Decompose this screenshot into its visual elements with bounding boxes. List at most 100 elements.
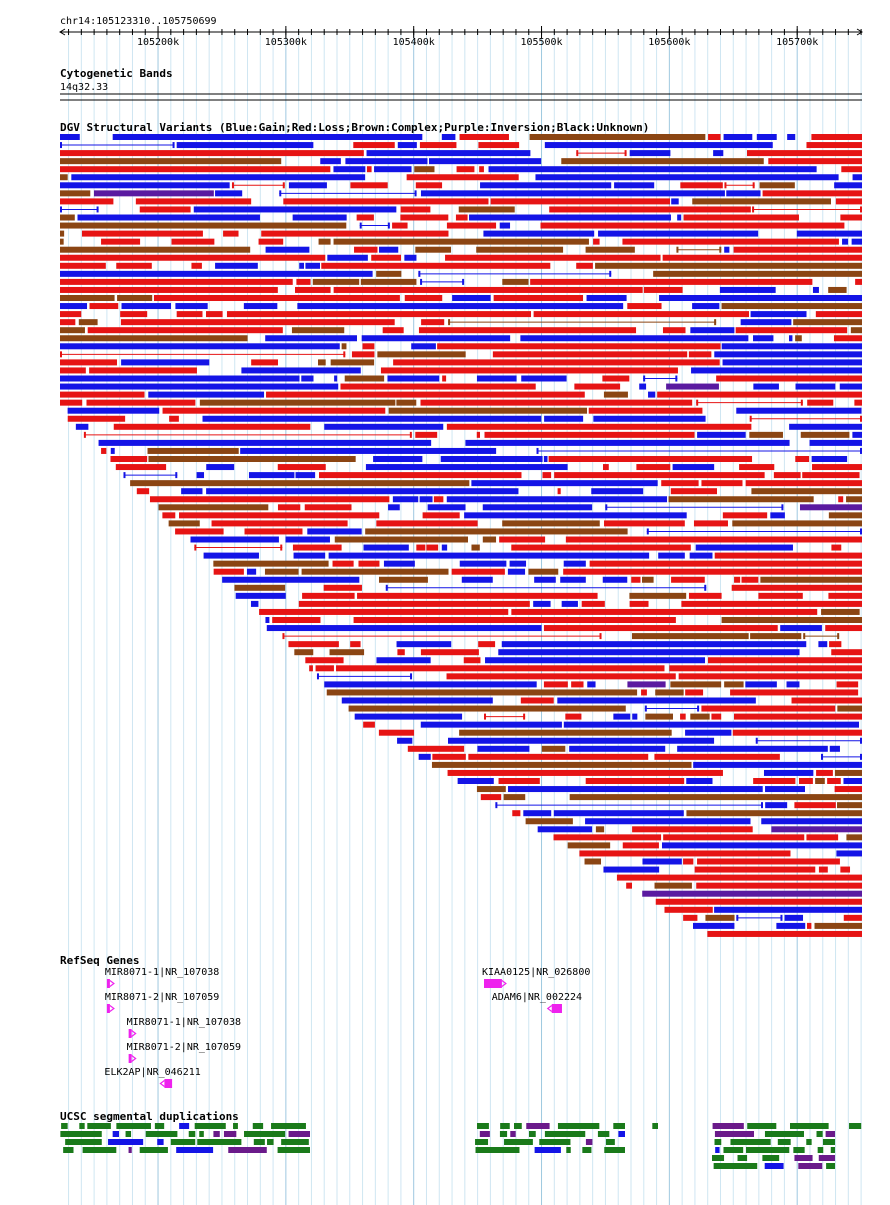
sv-bar[interactable] bbox=[341, 343, 347, 350]
sv-bar[interactable] bbox=[343, 351, 346, 358]
sv-bar[interactable] bbox=[692, 922, 735, 929]
sv-bar[interactable] bbox=[563, 560, 586, 567]
sv-bar[interactable] bbox=[288, 182, 327, 189]
sv-bar[interactable] bbox=[101, 238, 141, 245]
sv-bar[interactable] bbox=[806, 142, 862, 149]
sv-bar[interactable] bbox=[536, 447, 539, 454]
sv-bar[interactable] bbox=[396, 399, 417, 406]
sv-bar[interactable] bbox=[563, 568, 862, 575]
sv-bar[interactable] bbox=[353, 142, 395, 149]
sv-bar[interactable] bbox=[860, 528, 862, 535]
sv-bar[interactable] bbox=[794, 802, 836, 809]
sv-bar[interactable] bbox=[357, 592, 598, 599]
sv-bar[interactable] bbox=[694, 866, 816, 873]
sv-bar[interactable] bbox=[353, 617, 676, 623]
sv-bar[interactable] bbox=[169, 415, 179, 422]
sv-bar[interactable] bbox=[162, 512, 176, 519]
sv-bar[interactable] bbox=[511, 544, 691, 551]
sv-bar[interactable] bbox=[101, 447, 107, 454]
segdup-bar[interactable] bbox=[479, 1131, 490, 1137]
sv-bar[interactable] bbox=[770, 512, 785, 519]
sv-bar[interactable] bbox=[751, 488, 862, 495]
segdup-bar[interactable] bbox=[618, 1131, 625, 1137]
sv-bar[interactable] bbox=[223, 230, 239, 237]
sv-bar[interactable] bbox=[724, 182, 727, 189]
segdup-bar[interactable] bbox=[713, 1163, 758, 1169]
sv-bar[interactable] bbox=[585, 246, 635, 253]
sv-bar[interactable] bbox=[121, 303, 171, 310]
sv-bar[interactable] bbox=[586, 295, 627, 301]
segdup-bar[interactable] bbox=[504, 1139, 533, 1145]
sv-bar[interactable] bbox=[396, 641, 452, 648]
sv-bar[interactable] bbox=[420, 721, 562, 728]
sv-bar[interactable] bbox=[520, 697, 554, 704]
sv-bar[interactable] bbox=[462, 278, 465, 285]
sv-bar[interactable] bbox=[716, 375, 862, 382]
sv-bar[interactable] bbox=[176, 142, 314, 149]
sv-bar[interactable] bbox=[837, 705, 862, 712]
sv-bar[interactable] bbox=[60, 399, 83, 406]
sv-bar[interactable] bbox=[765, 802, 788, 809]
sv-bar[interactable] bbox=[87, 327, 283, 334]
sv-bar[interactable] bbox=[291, 327, 345, 334]
segdup-bar[interactable] bbox=[747, 1123, 777, 1129]
sv-bar[interactable] bbox=[442, 375, 447, 382]
sv-bar[interactable] bbox=[60, 246, 251, 253]
sv-bar[interactable] bbox=[437, 343, 721, 350]
segdup-bar[interactable] bbox=[534, 1147, 561, 1153]
sv-bar[interactable] bbox=[852, 431, 862, 438]
segdup-bar[interactable] bbox=[723, 1147, 744, 1153]
sv-bar[interactable] bbox=[752, 206, 755, 213]
segdup-bar[interactable] bbox=[179, 1123, 190, 1129]
sv-bar[interactable] bbox=[432, 753, 466, 760]
gene-label[interactable]: ADAM6|NR_002224 bbox=[492, 992, 582, 1003]
sv-bar[interactable] bbox=[334, 536, 468, 543]
segdup-bar[interactable] bbox=[582, 1147, 592, 1153]
sv-bar[interactable] bbox=[646, 528, 649, 535]
segdup-bar[interactable] bbox=[514, 1123, 522, 1129]
segdup-bar[interactable] bbox=[597, 1131, 610, 1137]
sv-bar[interactable] bbox=[120, 319, 395, 326]
sv-bar[interactable] bbox=[701, 480, 743, 487]
sv-bar[interactable] bbox=[835, 198, 862, 205]
sv-bar[interactable] bbox=[561, 600, 578, 607]
sv-bar[interactable] bbox=[459, 729, 672, 736]
sv-bar[interactable] bbox=[153, 295, 400, 301]
sv-bar[interactable] bbox=[60, 367, 86, 374]
sv-bar[interactable] bbox=[302, 592, 355, 599]
sv-bar[interactable] bbox=[336, 665, 665, 672]
sv-bar[interactable] bbox=[199, 399, 396, 406]
sv-bar[interactable] bbox=[285, 536, 330, 543]
sv-bar[interactable] bbox=[484, 713, 487, 720]
sv-bar[interactable] bbox=[495, 802, 498, 809]
segdup-bar[interactable] bbox=[714, 1139, 722, 1145]
sv-bar[interactable] bbox=[798, 778, 813, 784]
sv-bar[interactable] bbox=[686, 778, 713, 784]
sv-bar[interactable] bbox=[203, 552, 259, 559]
sv-bar[interactable] bbox=[840, 866, 851, 873]
sv-bar[interactable] bbox=[116, 262, 152, 269]
sv-bar[interactable] bbox=[593, 415, 706, 422]
sv-bar[interactable] bbox=[226, 311, 532, 318]
sv-bar[interactable] bbox=[476, 431, 481, 438]
sv-bar[interactable] bbox=[860, 753, 862, 760]
sv-bar[interactable] bbox=[175, 472, 178, 479]
sv-bar[interactable] bbox=[458, 206, 515, 213]
sv-bar[interactable] bbox=[312, 278, 360, 285]
sv-bar[interactable] bbox=[446, 496, 668, 503]
sv-bar[interactable] bbox=[298, 600, 530, 607]
sv-bar[interactable] bbox=[446, 673, 676, 680]
sv-bar[interactable] bbox=[463, 657, 481, 664]
sv-bar[interactable] bbox=[831, 544, 842, 551]
sv-bar[interactable] bbox=[753, 778, 796, 784]
sv-bar[interactable] bbox=[397, 737, 413, 744]
sv-bar[interactable] bbox=[569, 794, 862, 801]
segdup-bar[interactable] bbox=[652, 1123, 658, 1129]
sv-bar[interactable] bbox=[222, 576, 360, 583]
sv-bar[interactable] bbox=[812, 464, 862, 471]
sv-bar[interactable] bbox=[579, 850, 791, 857]
sv-bar[interactable] bbox=[722, 359, 862, 366]
segdup-bar[interactable] bbox=[288, 1131, 310, 1137]
sv-bar[interactable] bbox=[663, 834, 805, 841]
sv-bar[interactable] bbox=[60, 222, 347, 229]
